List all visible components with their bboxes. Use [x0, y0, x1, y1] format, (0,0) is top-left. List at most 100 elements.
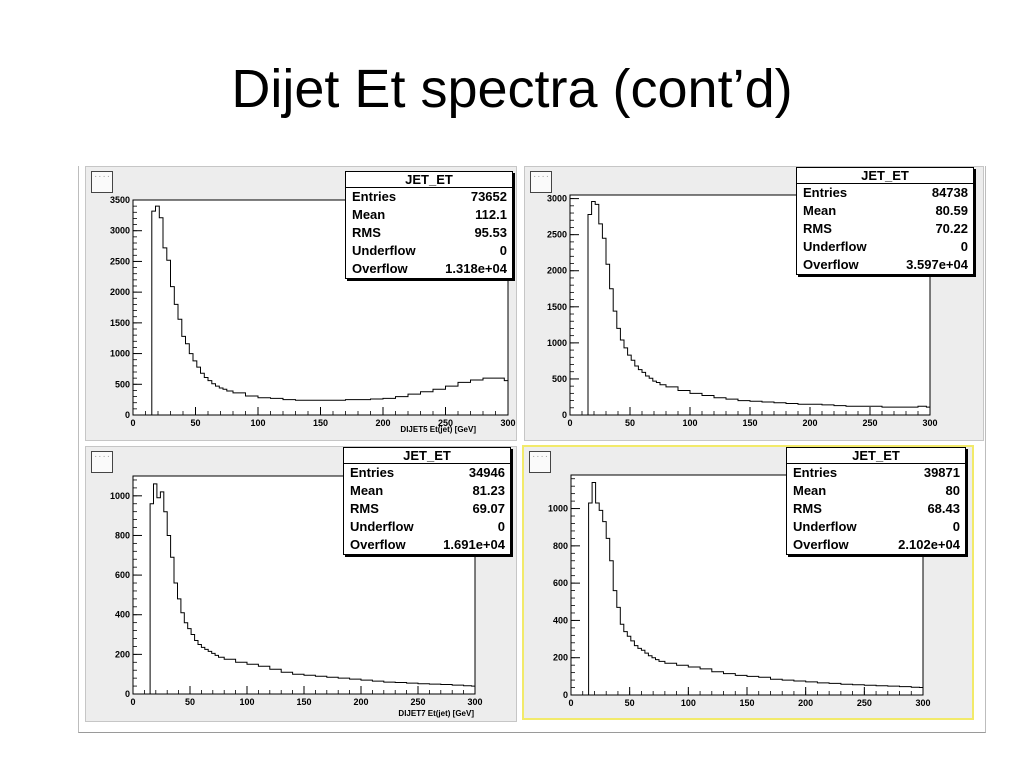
stats-box: JET_ET Entries 84738 Mean 80.59 RMS 70.22 Under… — [796, 167, 974, 275]
stats-row-underflow: Underflow 0 — [346, 242, 512, 260]
stats-value: 0 — [499, 243, 507, 258]
stats-label: RMS — [793, 501, 822, 516]
stats-box: JET_ET Entries 73652 Mean 112.1 RMS 95.53 Under… — [345, 171, 513, 279]
x-tick-label: 100 — [239, 697, 254, 707]
y-tick-label: 500 — [552, 374, 567, 384]
x-tick-label: 0 — [567, 418, 572, 428]
x-tick-label: 200 — [353, 697, 368, 707]
stats-label: Underflow — [793, 519, 857, 534]
x-tick-label: 250 — [862, 418, 877, 428]
x-tick-label: 150 — [739, 698, 754, 708]
x-axis-label: DIJET5 Et(jet) [GeV] — [400, 425, 476, 434]
y-tick-label: 1000 — [110, 491, 130, 501]
stats-label: Entries — [350, 465, 395, 480]
pad-menu-button[interactable]: ···· — [91, 451, 113, 473]
y-tick-label: 1000 — [110, 349, 130, 359]
stats-row-overflow: Overflow 1.691e+04 — [344, 536, 510, 554]
x-tick-label: 300 — [915, 698, 930, 708]
stats-value: 84738 — [931, 185, 968, 200]
stats-row-entries: Entries 73652 — [346, 188, 512, 206]
stats-value: 69.07 — [472, 501, 505, 516]
y-tick-label: 3000 — [110, 226, 130, 236]
x-tick-label: 250 — [857, 698, 872, 708]
stats-value: 2.102e+04 — [898, 537, 960, 552]
stats-row-entries: Entries 34946 — [344, 464, 510, 482]
y-tick-label: 500 — [115, 379, 130, 389]
y-tick-label: 1000 — [547, 338, 567, 348]
histogram-line — [151, 205, 508, 415]
x-tick-label: 0 — [568, 698, 573, 708]
stats-value: 1.318e+04 — [445, 261, 507, 276]
stats-label: Underflow — [350, 519, 414, 534]
x-tick-label: 300 — [467, 697, 482, 707]
x-tick-label: 300 — [922, 418, 937, 428]
x-tick-label: 0 — [130, 418, 135, 428]
histogram-line — [149, 483, 475, 694]
y-tick-label: 0 — [562, 410, 567, 420]
x-tick-label: 250 — [410, 697, 425, 707]
stats-value: 0 — [960, 239, 968, 254]
stats-label: Mean — [793, 483, 827, 498]
y-tick-label: 400 — [553, 615, 568, 625]
stats-label: Overflow — [803, 257, 859, 272]
y-tick-label: 1000 — [548, 504, 568, 514]
x-tick-label: 200 — [798, 698, 813, 708]
stats-label: Underflow — [352, 243, 416, 258]
histogram-pad-bottom-right-selected[interactable]: ···· 0 200 400 600 800 1000 0 50 100 150 200 250 300 J… — [522, 445, 974, 720]
stats-value: 80 — [945, 483, 960, 498]
stats-label: Underflow — [803, 239, 867, 254]
x-tick-label: 50 — [625, 418, 635, 428]
y-tick-label: 3500 — [110, 195, 130, 205]
y-tick-label: 3000 — [547, 194, 567, 204]
stats-label: Entries — [803, 185, 848, 200]
x-tick-label: 50 — [185, 697, 195, 707]
stats-value: 95.53 — [474, 225, 507, 240]
pad-menu-button[interactable]: ···· — [91, 171, 113, 193]
x-tick-label: 150 — [313, 418, 328, 428]
histogram-pad-top-right[interactable]: ···· 0 500 1000 1500 2000 2500 3000 0 50 100 150 200… — [524, 166, 984, 441]
stats-row-rms: RMS 95.53 — [346, 224, 512, 242]
y-tick-label: 0 — [125, 689, 130, 699]
stats-label: Entries — [793, 465, 838, 480]
stats-value: 68.43 — [927, 501, 960, 516]
stats-label: RMS — [350, 501, 379, 516]
x-tick-label: 250 — [438, 418, 453, 428]
stats-row-underflow: Underflow 0 — [344, 518, 510, 536]
stats-label: Overflow — [352, 261, 408, 276]
root-canvas: ···· 0 500 1000 1500 2000 2500 3000 3500 0 50 100 15… — [78, 166, 986, 733]
x-tick-label: 50 — [625, 698, 635, 708]
pad-menu-button[interactable]: ···· — [529, 451, 551, 473]
stats-value: 112.1 — [475, 207, 507, 222]
y-tick-label: 200 — [115, 649, 130, 659]
y-tick-label: 2000 — [110, 287, 130, 297]
stats-box: JET_ET Entries 34946 Mean 81.23 RMS 69.07 Under… — [343, 447, 511, 555]
x-tick-label: 100 — [250, 418, 265, 428]
stats-row-overflow: Overflow 3.597e+04 — [797, 256, 973, 274]
stats-label: Overflow — [350, 537, 406, 552]
stats-title: JET_ET — [344, 448, 510, 464]
stats-row-entries: Entries 84738 — [797, 184, 973, 202]
y-tick-label: 800 — [553, 541, 568, 551]
stats-label: Mean — [350, 483, 384, 498]
stats-row-underflow: Underflow 0 — [787, 518, 965, 536]
pad-menu-button[interactable]: ···· — [530, 171, 552, 193]
stats-row-rms: RMS 69.07 — [344, 500, 510, 518]
histogram-pad-dijet7[interactable]: ···· 0 200 400 600 800 1000 0 50 100 150 200 250 300 D… — [85, 446, 517, 722]
stats-label: Overflow — [793, 537, 849, 552]
stats-value: 80.59 — [935, 203, 968, 218]
y-tick-label: 2500 — [110, 256, 130, 266]
stats-label: RMS — [803, 221, 832, 236]
slide-title: Dijet Et spectra (cont’d) — [231, 59, 793, 119]
y-tick-label: 2500 — [547, 230, 567, 240]
stats-value: 81.23 — [472, 483, 505, 498]
x-tick-label: 150 — [742, 418, 757, 428]
stats-row-mean: Mean 80.59 — [797, 202, 973, 220]
x-tick-label: 200 — [375, 418, 390, 428]
stats-value: 0 — [497, 519, 505, 534]
y-tick-label: 400 — [115, 610, 130, 620]
y-tick-label: 0 — [563, 690, 568, 700]
stats-label: RMS — [352, 225, 381, 240]
stats-row-underflow: Underflow 0 — [797, 238, 973, 256]
y-tick-label: 1500 — [547, 302, 567, 312]
histogram-pad-dijet5[interactable]: ···· 0 500 1000 1500 2000 2500 3000 3500 0 50 100 15… — [85, 166, 517, 441]
